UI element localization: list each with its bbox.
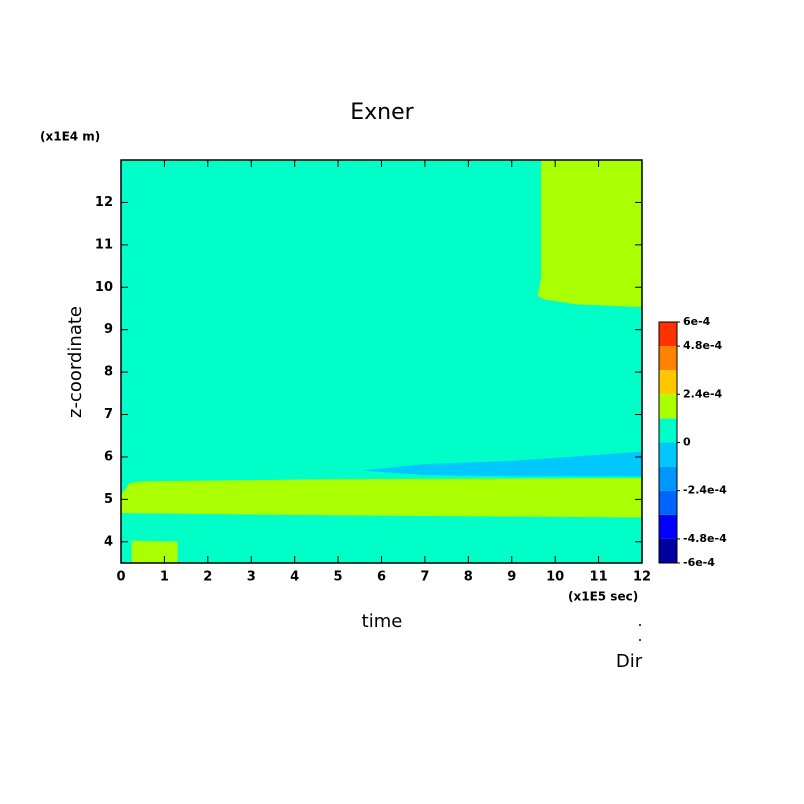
x-tick-label: 8 — [464, 570, 473, 585]
colorbar-bin — [659, 490, 677, 515]
y-tick-label: 12 — [95, 195, 113, 210]
y-tick-label: 6 — [104, 449, 113, 464]
contour-region — [131, 540, 178, 564]
y-tick-label: 7 — [104, 407, 113, 422]
footer-label: Dir — [616, 651, 643, 672]
x-tick-label: 10 — [546, 570, 564, 585]
x-tick-label: 2 — [203, 570, 212, 585]
colorbar-bin — [659, 514, 677, 539]
y-tick-label: 8 — [104, 365, 113, 380]
colorbar-label: -2.4e-4 — [683, 484, 727, 497]
x-tick-label: 7 — [420, 570, 429, 585]
x-tick-label: 12 — [633, 570, 651, 585]
y-tick-label: 11 — [95, 237, 113, 252]
x-unit: (x1E5 sec) — [568, 590, 638, 604]
x-tick-label: 1 — [160, 570, 169, 585]
colorbar-bin — [659, 394, 677, 419]
y-tick-label: 10 — [95, 280, 113, 295]
colorbar-label: 0 — [683, 436, 691, 449]
colorbar-bin — [659, 322, 677, 347]
contour-region — [537, 159, 643, 308]
y-unit: (x1E4 m) — [40, 130, 100, 144]
y-tick-label: 4 — [104, 534, 113, 549]
colorbar-bin — [659, 466, 677, 491]
chart-title: Exner — [350, 100, 414, 125]
colorbar-label: -4.8e-4 — [683, 532, 727, 545]
contour-region — [120, 477, 643, 518]
colorbar-label: -6e-4 — [683, 556, 715, 569]
colorbar-label: 4.8e-4 — [683, 339, 723, 352]
x-tick-label: 3 — [247, 570, 256, 585]
y-tick-label: 5 — [104, 492, 113, 507]
colorbar-bin — [659, 346, 677, 371]
colorbar-bin — [659, 370, 677, 395]
x-axis-label: time — [362, 611, 403, 632]
y-tick-label: 9 — [104, 322, 113, 337]
colorbar-label: 6e-4 — [683, 315, 711, 328]
x-tick-label: 0 — [116, 570, 125, 585]
x-tick-label: 5 — [334, 570, 343, 585]
y-axis-label: z-coordinate — [65, 306, 86, 418]
x-tick-label: 4 — [290, 570, 299, 585]
marker-dot — [639, 639, 641, 641]
colorbar-bin — [659, 418, 677, 443]
x-tick-label: 9 — [507, 570, 516, 585]
colorbar-bin — [659, 442, 677, 467]
colorbar-label: 2.4e-4 — [683, 387, 723, 400]
x-tick-label: 6 — [377, 570, 386, 585]
marker-dot — [639, 624, 641, 626]
x-tick-label: 11 — [590, 570, 608, 585]
colorbar-bin — [659, 538, 677, 563]
